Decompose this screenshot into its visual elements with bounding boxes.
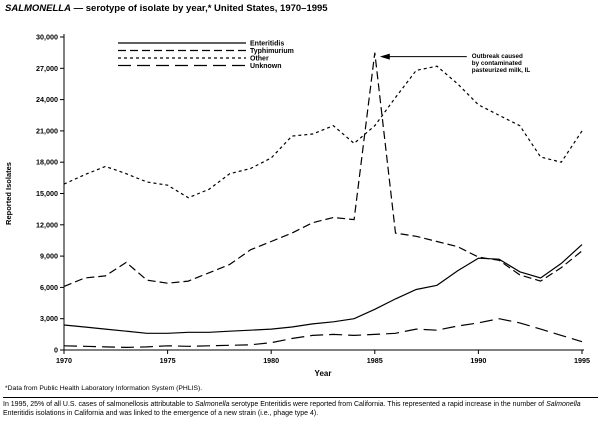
y-tick-label: 9,000 — [40, 252, 58, 261]
y-tick-label: 3,000 — [40, 314, 58, 323]
x-tick-label: 1985 — [367, 356, 383, 365]
caption-italic-1: Salmonella — [194, 401, 230, 408]
x-tick-label: 1990 — [470, 356, 486, 365]
caption-italic-2: Salmonella — [546, 401, 581, 408]
x-tick-label: 1995 — [574, 356, 590, 365]
series-line-typhimurium — [63, 52, 583, 287]
series-line-unknown — [63, 318, 583, 349]
x-tick-label: 1970 — [56, 356, 72, 365]
caption: In 1995, 25% of all U.S. cases of salmon… — [3, 397, 598, 418]
y-tick-label: 24,000 — [36, 95, 58, 104]
caption-text-3: Enteritidis isolations in California and… — [3, 410, 319, 418]
series-line-other — [63, 65, 583, 199]
x-tick-label: 1980 — [263, 356, 279, 365]
y-tick-label: 15,000 — [36, 189, 58, 198]
legend-label-enteritidis: Enteritidis — [250, 41, 284, 48]
series-line-enteritidis — [63, 244, 583, 334]
line-chart: 0 3,000 6,000 9,000 12,000 15,000 18,000 21,000… — [4, 33, 590, 379]
annotation-text-line: Outbreak caused — [472, 53, 523, 60]
y-tick-label: 18,000 — [36, 158, 58, 167]
figure-title: SALMONELLA — serotype of isolate by year… — [5, 3, 328, 14]
y-tick-label: 30,000 — [36, 33, 58, 42]
title-disease-name: SALMONELLA — [5, 3, 71, 14]
annotation-arrowhead — [379, 53, 390, 60]
y-tick-label: 6,000 — [40, 283, 58, 292]
caption-text-1: In 1995, 25% of all U.S. cases of salmon… — [3, 401, 195, 408]
y-axis-title: Reported Isolates — [4, 162, 13, 225]
y-tick-label: 12,000 — [36, 220, 58, 229]
caption-text-2: serotype Enteritidis were reported from … — [229, 401, 547, 408]
legend-label-other: Other — [250, 56, 269, 63]
y-tick-label: 27,000 — [36, 64, 58, 73]
y-tick-label: 0 — [54, 346, 58, 355]
y-tick-label: 21,000 — [36, 126, 58, 135]
title-rest: — serotype of isolate by year,* United S… — [70, 3, 328, 14]
legend-label-unknown: Unknown — [250, 63, 282, 70]
x-tick-label: 1975 — [160, 356, 176, 365]
annotation-text-line: pasteurized milk, IL — [472, 67, 531, 74]
annotation-text-line: by contaminated — [472, 60, 522, 67]
footnote: *Data from Public Health Laboratory Info… — [5, 385, 203, 392]
legend-label-typhimurium: Typhimurium — [250, 48, 294, 55]
x-axis-title: Year — [315, 369, 332, 378]
